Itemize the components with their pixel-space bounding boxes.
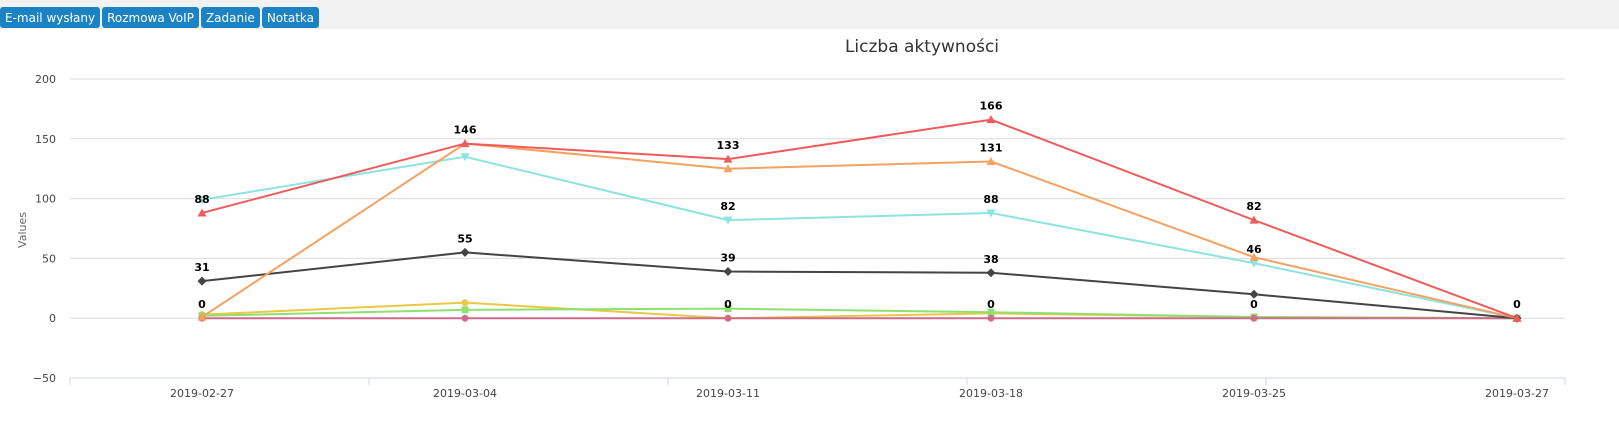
y-tick-label: 50	[42, 252, 56, 265]
data-point[interactable]	[723, 154, 733, 163]
chart-title: Liczba aktywności	[845, 37, 999, 57]
activity-line-chart: Liczba aktywności Values −50 0 50 100 150 200…	[16, 37, 1566, 400]
data-point[interactable]	[461, 314, 469, 322]
x-tick-label: 2019-03-18	[959, 387, 1023, 400]
data-label: 146	[454, 124, 477, 137]
email-sent-button[interactable]: E-mail wysłany	[0, 7, 101, 28]
x-tick-label: 2019-03-11	[696, 387, 760, 400]
data-point[interactable]	[723, 216, 733, 225]
y-axis-title: Values	[16, 212, 29, 248]
data-label: 82	[1246, 200, 1261, 213]
series-line	[201, 118, 1518, 320]
data-point[interactable]	[724, 305, 732, 313]
data-label: 131	[980, 142, 1003, 155]
data-label: 0	[724, 298, 732, 311]
data-point[interactable]	[197, 208, 207, 217]
x-tick-label: 2019-03-25	[1222, 387, 1286, 400]
data-point[interactable]	[986, 268, 996, 278]
series-0	[197, 153, 1522, 323]
data-label: 166	[980, 100, 1003, 113]
data-label: 0	[987, 298, 995, 311]
voip-call-button[interactable]: Rozmowa VoIP	[102, 7, 199, 28]
data-label: 0	[198, 298, 206, 311]
data-point[interactable]	[460, 139, 470, 148]
data-point[interactable]	[986, 115, 996, 124]
y-tick-label: 200	[35, 73, 56, 86]
toolbar: E-mail wysłany Rozmowa VoIP Zadanie Nota…	[0, 0, 1619, 29]
data-label: 0	[1250, 298, 1258, 311]
data-point[interactable]	[1512, 313, 1522, 322]
x-tick-label: 2019-03-27	[1485, 387, 1549, 400]
data-point[interactable]	[723, 164, 733, 173]
series-6	[197, 115, 1522, 322]
data-point[interactable]	[461, 306, 469, 314]
data-point[interactable]	[1249, 252, 1259, 261]
data-point[interactable]	[460, 247, 470, 257]
y-tick-label: 100	[35, 193, 56, 206]
series-5	[197, 139, 1522, 322]
data-label: 38	[983, 253, 998, 266]
y-tick-label: 0	[49, 312, 56, 325]
data-point[interactable]	[986, 209, 996, 218]
data-label: 133	[717, 139, 740, 152]
x-tick-label: 2019-02-27	[170, 387, 234, 400]
y-tick-label: 150	[35, 133, 56, 146]
data-point[interactable]	[197, 276, 207, 286]
activity-type-buttons: E-mail wysłany Rozmowa VoIP Zadanie Nota…	[0, 7, 319, 28]
data-label: 31	[194, 261, 209, 274]
series-2	[198, 305, 1521, 322]
data-point[interactable]	[1249, 259, 1259, 268]
data-label: 88	[983, 193, 998, 206]
y-tick-label: −50	[33, 372, 56, 385]
data-labels: 88 31 0 146 55 133 82 39 0 166 131 88 38 0 82 46 0 0	[194, 100, 1521, 312]
data-label: 55	[457, 232, 472, 245]
data-point[interactable]	[987, 314, 995, 322]
data-point[interactable]	[1250, 314, 1258, 322]
data-label: 82	[720, 200, 735, 213]
data-point[interactable]	[723, 267, 733, 277]
data-point[interactable]	[461, 299, 469, 307]
series-line	[201, 155, 1518, 320]
data-point[interactable]	[1249, 215, 1259, 224]
axes: −50 0 50 100 150 200 2019-02-27 2019-03-04 2019-…	[33, 73, 1566, 400]
series-4	[197, 247, 1522, 323]
data-label: 0	[1513, 298, 1521, 311]
data-point[interactable]	[197, 196, 207, 205]
task-button[interactable]: Zadanie	[200, 7, 260, 28]
series-lines	[197, 115, 1522, 323]
x-tick-label: 2019-03-04	[433, 387, 497, 400]
note-button[interactable]: Notatka	[261, 7, 319, 28]
series-line	[201, 142, 1518, 320]
data-label: 39	[720, 252, 735, 265]
data-point[interactable]	[460, 153, 470, 162]
data-point[interactable]	[197, 312, 207, 321]
data-label: 88	[194, 193, 209, 206]
data-point[interactable]	[986, 157, 996, 166]
data-label: 46	[1246, 243, 1262, 256]
series-3	[198, 314, 1521, 322]
gridlines	[70, 78, 1565, 379]
data-point[interactable]	[724, 314, 732, 322]
series-line	[201, 251, 1518, 320]
data-point[interactable]	[1249, 289, 1259, 299]
data-point[interactable]	[987, 308, 995, 316]
